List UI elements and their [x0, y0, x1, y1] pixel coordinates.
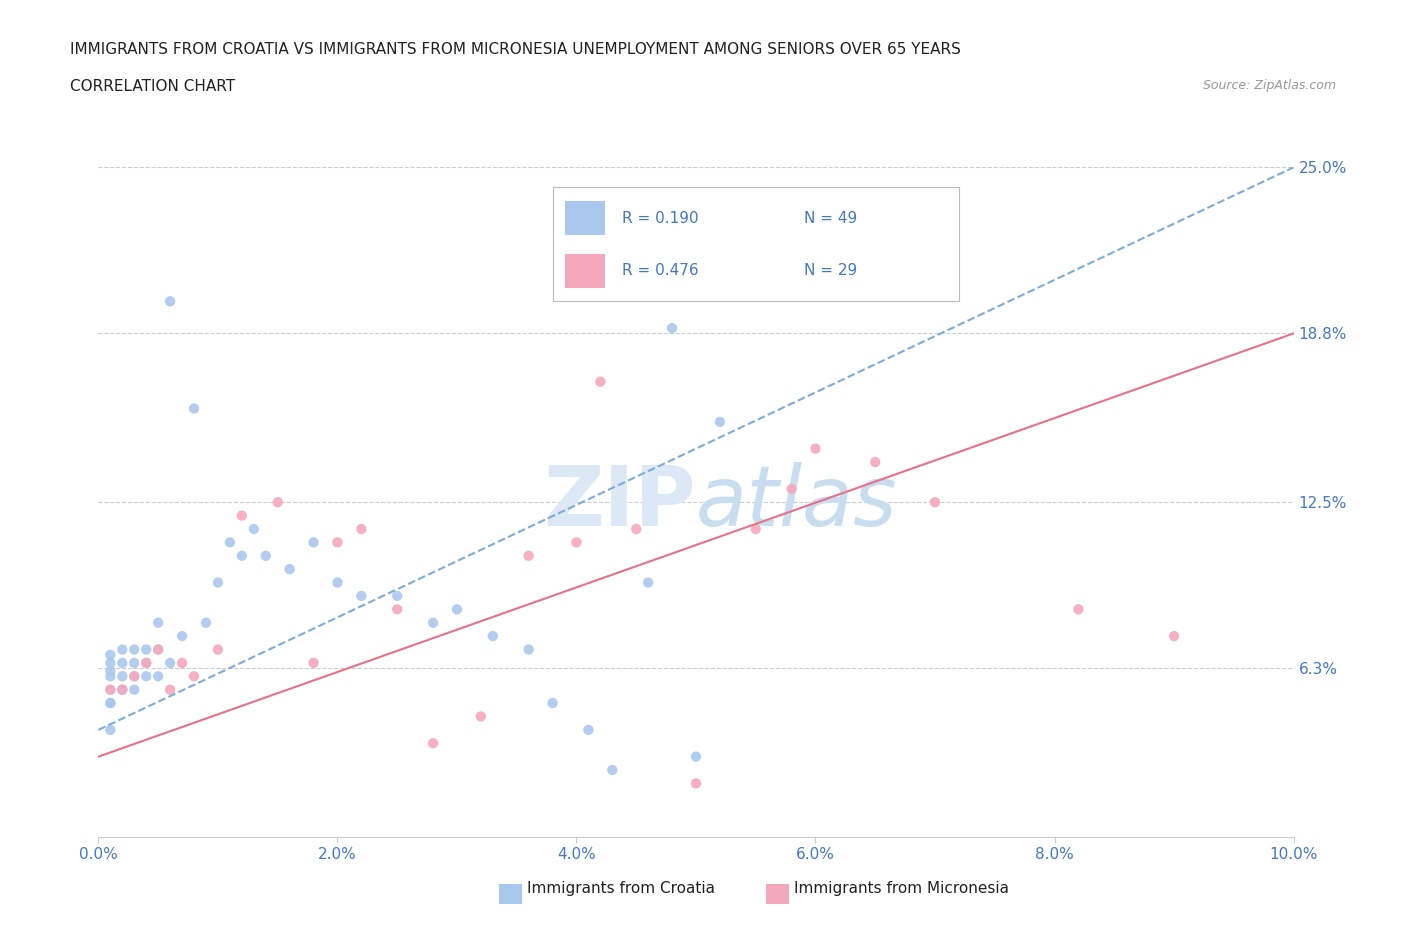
- Point: [183, 401, 205, 416]
- Point: [924, 495, 946, 510]
- Point: [517, 642, 540, 657]
- Point: [350, 522, 373, 537]
- Point: [685, 750, 707, 764]
- Point: [159, 656, 181, 671]
- Text: R = 0.190: R = 0.190: [621, 211, 699, 226]
- Point: [111, 683, 134, 698]
- Point: [578, 723, 600, 737]
- Point: [385, 589, 409, 604]
- Text: R = 0.476: R = 0.476: [621, 263, 699, 278]
- Point: [148, 616, 170, 631]
- Point: [124, 669, 146, 684]
- Point: [124, 683, 146, 698]
- Point: [135, 642, 157, 657]
- Point: [589, 374, 612, 389]
- Point: [350, 589, 373, 604]
- Point: [124, 642, 146, 657]
- Point: [446, 602, 468, 617]
- Point: [541, 696, 564, 711]
- Text: atlas: atlas: [696, 461, 897, 543]
- Point: [148, 642, 170, 657]
- Point: [745, 522, 768, 537]
- Point: [517, 549, 540, 564]
- Text: N = 49: N = 49: [804, 211, 858, 226]
- Text: ZIP: ZIP: [544, 461, 696, 543]
- Point: [267, 495, 290, 510]
- Bar: [565, 201, 606, 235]
- Point: [148, 642, 170, 657]
- Point: [183, 669, 205, 684]
- Point: [159, 294, 181, 309]
- Point: [124, 669, 146, 684]
- Point: [1163, 629, 1185, 644]
- Point: [135, 656, 157, 671]
- Point: [231, 549, 253, 564]
- Bar: [565, 254, 606, 287]
- Point: [100, 663, 122, 678]
- Point: [207, 575, 229, 590]
- Point: [254, 549, 277, 564]
- Point: [100, 683, 122, 698]
- Text: N = 29: N = 29: [804, 263, 858, 278]
- Point: [100, 723, 122, 737]
- Point: [422, 616, 444, 631]
- Point: [302, 535, 325, 550]
- Point: [302, 656, 325, 671]
- Point: [159, 683, 181, 698]
- Point: [111, 656, 134, 671]
- Point: [278, 562, 301, 577]
- Point: [326, 535, 349, 550]
- Point: [148, 669, 170, 684]
- Point: [100, 696, 122, 711]
- Point: [111, 683, 134, 698]
- Point: [111, 683, 134, 698]
- Point: [661, 321, 683, 336]
- Point: [111, 642, 134, 657]
- Point: [243, 522, 266, 537]
- Point: [780, 482, 803, 497]
- Point: [100, 669, 122, 684]
- Point: [231, 508, 253, 523]
- Point: [111, 669, 134, 684]
- Point: [602, 763, 624, 777]
- Point: [207, 642, 229, 657]
- Point: [865, 455, 887, 470]
- Point: [709, 415, 731, 430]
- Point: [100, 647, 122, 662]
- Point: [195, 616, 218, 631]
- Point: [172, 629, 194, 644]
- Text: IMMIGRANTS FROM CROATIA VS IMMIGRANTS FROM MICRONESIA UNEMPLOYMENT AMONG SENIORS: IMMIGRANTS FROM CROATIA VS IMMIGRANTS FR…: [70, 42, 962, 57]
- Point: [565, 535, 588, 550]
- Text: CORRELATION CHART: CORRELATION CHART: [70, 79, 235, 94]
- Point: [385, 602, 409, 617]
- Point: [422, 736, 444, 751]
- Point: [626, 522, 648, 537]
- Point: [219, 535, 242, 550]
- Point: [481, 629, 505, 644]
- Point: [100, 683, 122, 698]
- Text: Immigrants from Micronesia: Immigrants from Micronesia: [794, 881, 1010, 896]
- Point: [637, 575, 659, 590]
- Point: [804, 441, 827, 456]
- Point: [326, 575, 349, 590]
- Point: [685, 776, 707, 790]
- Point: [172, 656, 194, 671]
- Text: Source: ZipAtlas.com: Source: ZipAtlas.com: [1202, 79, 1336, 92]
- Point: [100, 656, 122, 671]
- Point: [135, 656, 157, 671]
- Point: [470, 709, 492, 724]
- Point: [135, 669, 157, 684]
- Point: [1067, 602, 1090, 617]
- Point: [124, 656, 146, 671]
- Point: [100, 696, 122, 711]
- Text: Immigrants from Croatia: Immigrants from Croatia: [527, 881, 716, 896]
